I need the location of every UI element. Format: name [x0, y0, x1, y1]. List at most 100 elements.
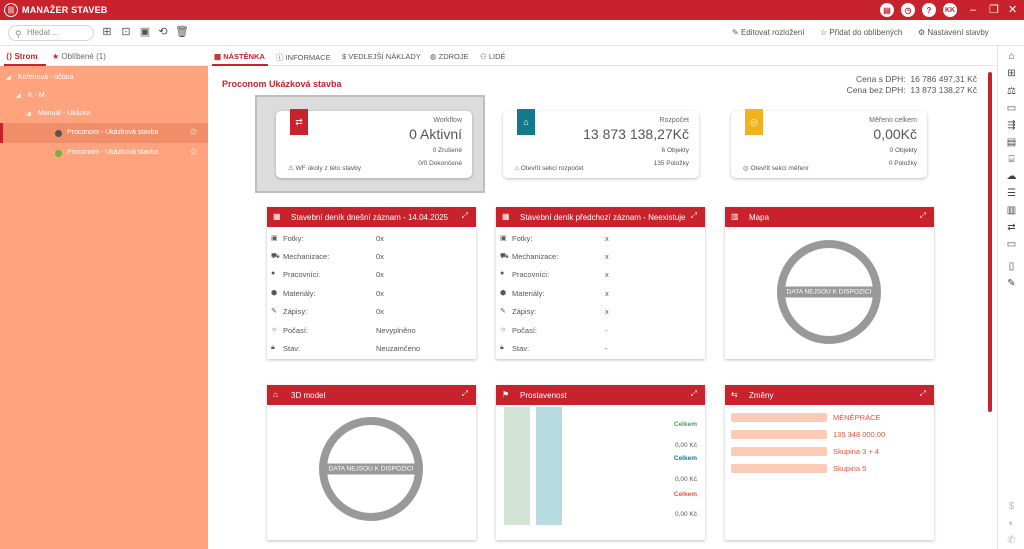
card-footer-link[interactable]: ⚠ WF úkoly z této stavby: [288, 164, 361, 172]
no-data-placeholder: DATA NEJSOU K DISPOZICI: [319, 417, 423, 521]
scale-icon[interactable]: ⚖: [1007, 86, 1016, 97]
grid-icon: ▦: [214, 52, 222, 61]
left-panel: ⟨⟩ Strom ★ Oblíbené (1) ◢ Kořenová - účta…: [0, 46, 208, 549]
expand-icon[interactable]: ⤢: [461, 211, 468, 220]
favorite-star-icon[interactable]: ☆: [189, 147, 198, 158]
panel-header: ▥ Mapa ⤢: [725, 207, 934, 227]
gauge-icon: ◎: [745, 109, 763, 135]
user-avatar[interactable]: KK: [943, 3, 957, 17]
expand-icon[interactable]: ⤢: [690, 389, 697, 398]
add-document-icon[interactable]: ⊞: [1007, 68, 1016, 79]
diary-row: ● Pracovníci: 0x: [271, 270, 471, 282]
tree-item[interactable]: ◢ Kořenová - účtara: [0, 68, 208, 88]
no-data-placeholder: DATA NEJSOU K DISPOZICI: [777, 240, 881, 344]
print-icon[interactable]: ▭: [1006, 103, 1017, 114]
tree-item[interactable]: ◢ K - M: [0, 86, 208, 106]
notifications-icon[interactable]: ◷: [901, 3, 915, 17]
cloud-icon[interactable]: ☁: [1006, 171, 1017, 182]
tree-item-label: Kořenová - účtara: [18, 74, 74, 81]
sun-icon: ☼: [500, 326, 507, 333]
pencil-icon: ✎: [732, 28, 739, 37]
change-bar: [731, 464, 827, 473]
expand-icon[interactable]: ⤢: [690, 211, 697, 220]
tab-tree[interactable]: ⟨⟩ Strom: [6, 52, 38, 61]
close-icon[interactable]: ✕: [1008, 4, 1018, 16]
dollar-icon: $: [342, 52, 347, 61]
gauge-icon: ◎: [743, 165, 749, 172]
maximize-icon[interactable]: ❐: [989, 4, 999, 16]
dollar-circle-icon[interactable]: $: [1008, 501, 1015, 512]
card-line: 0 Zrušené: [432, 147, 462, 154]
workflow-card[interactable]: ⇄ Workflow 0 Aktivní 0 Zrušené 0/0 Dokon…: [276, 109, 472, 178]
panel-title: Stavební deník předchozí záznam - Neexis…: [520, 213, 686, 222]
panel-header: ▦ Stavební deník dnešní záznam - 14.04.20…: [267, 207, 476, 227]
save-icon[interactable]: ▣: [139, 26, 151, 38]
settings-button[interactable]: ⚙ Nastavení stavby: [918, 28, 989, 37]
diary-row: ✎ Zápisy: x: [500, 307, 700, 319]
info-icon: ⓘ: [276, 53, 284, 62]
refresh-icon[interactable]: ⟲: [158, 26, 168, 38]
transfer-icon[interactable]: ⇄: [1007, 222, 1016, 233]
checklist-icon[interactable]: ☰: [1007, 188, 1016, 199]
tab-favorites[interactable]: ★ Oblíbené (1): [52, 52, 106, 61]
lock-icon: 🔒︎: [271, 344, 275, 351]
expand-icon[interactable]: ⤢: [461, 389, 468, 398]
add-favorites-label: Přidat do oblíbených: [829, 28, 903, 37]
document-icon[interactable]: ▤: [880, 3, 894, 17]
help-icon[interactable]: ?: [922, 3, 936, 17]
add-icon[interactable]: ⊞: [102, 26, 112, 38]
card-line: 135 Položky: [653, 160, 689, 167]
brightness-icon[interactable]: ◐: [1008, 518, 1015, 529]
expand-icon[interactable]: ⤢: [919, 389, 926, 398]
prost-value: 0,00 Kč: [674, 476, 697, 483]
monitor-icon[interactable]: ▭: [1006, 239, 1017, 250]
tab-lide[interactable]: ⚇ LIDÉ: [480, 52, 506, 61]
expand-icon[interactable]: ⤢: [919, 211, 926, 220]
left-tabs: ⟨⟩ Strom ★ Oblíbené (1): [0, 46, 208, 66]
price-value: 16 786 497,31 Kč: [910, 74, 977, 84]
measured-card[interactable]: ◎ Měřeno celkem 0,00Kč 0 Objekty 0 Polož…: [731, 109, 927, 178]
home-icon[interactable]: ⌂: [1008, 51, 1015, 62]
card-caption: Rozpočet: [659, 117, 689, 124]
diary-row: ▣ Fotky: 0x: [271, 234, 471, 246]
favorite-star-icon[interactable]: ☆: [189, 127, 198, 138]
bank-icon[interactable]: ⌸: [1008, 154, 1015, 165]
search-input[interactable]: ⚲ Hledat ...: [8, 25, 94, 41]
delete-icon[interactable]: 🗑: [175, 26, 189, 38]
budget-card[interactable]: ⌂ Rozpočet 13 873 138,27Kč 6 Objekty 135…: [503, 109, 699, 178]
sliders-icon[interactable]: ⇶: [1007, 120, 1016, 131]
minimize-icon[interactable]: –: [970, 4, 977, 16]
card-footer-link[interactable]: ◎ Otevřít sekci měření: [743, 164, 809, 172]
panel-title: Změny: [749, 391, 774, 400]
diary-row: ☼ Počasí: -: [500, 326, 700, 338]
tree-item-selected[interactable]: Proconom - Ukázková stavba ☆: [0, 123, 208, 143]
folder-add-icon[interactable]: ⊡: [121, 26, 131, 38]
add-favorites-button[interactable]: ☆ Přidat do oblíbených: [820, 28, 902, 37]
calendar-icon: ▦: [502, 212, 510, 221]
card-footer-link[interactable]: ⌂ Otevřít sekci rozpočet: [515, 165, 584, 172]
tab-vedlejsi-naklady[interactable]: $ VEDLEJŠÍ NÁKLADY: [342, 52, 421, 61]
tree-item[interactable]: Proconom - Ukázková stavba ☆: [0, 143, 208, 163]
tab-zdroje[interactable]: ◍ ZDROJE: [430, 52, 469, 61]
scrollbar[interactable]: [988, 72, 992, 412]
file-icon[interactable]: ▯: [1008, 261, 1015, 272]
no-data-label: DATA NEJSOU K DISPOZICI: [325, 463, 417, 475]
row-value: x: [605, 252, 609, 261]
book-icon[interactable]: ▥: [1006, 205, 1017, 216]
active-tab-indicator: [4, 64, 46, 66]
tree-item[interactable]: ◢ Manuál - Ukázka: [0, 104, 208, 124]
tab-nastenka[interactable]: ▦ NÁSTĚNKA: [214, 52, 265, 61]
edit-file-icon[interactable]: ✎: [1007, 278, 1016, 289]
tab-informace[interactable]: ⓘ INFORMACE: [276, 52, 331, 63]
edit-layout-button[interactable]: ✎ Editovat rozložení: [732, 28, 805, 37]
tree-item-label: Proconom - Ukázková stavba: [67, 149, 159, 156]
row-value: x: [605, 307, 609, 316]
toolbox-icon[interactable]: ▤: [1006, 137, 1017, 148]
row-value: -: [605, 326, 608, 335]
row-label: Materiály:: [512, 289, 545, 298]
expand-icon: ◢: [6, 75, 11, 81]
project-title: Proconom Ukázková stavba: [222, 79, 342, 89]
row-value: 0x: [376, 234, 384, 243]
tree-item-label: Manuál - Ukázka: [38, 110, 91, 117]
phone-icon[interactable]: ✆: [1007, 535, 1016, 546]
